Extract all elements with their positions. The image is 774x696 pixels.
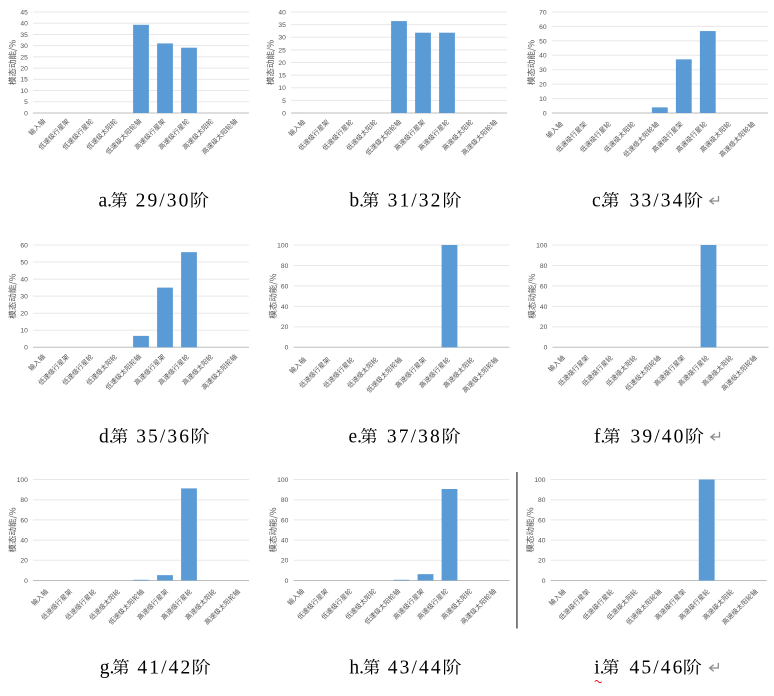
svg-text:d.: d. <box>99 426 114 447</box>
svg-text:100: 100 <box>17 477 28 484</box>
svg-text:35/36: 35/36 <box>136 426 191 447</box>
svg-text:41/42: 41/42 <box>137 657 192 678</box>
svg-text:60: 60 <box>20 517 28 524</box>
svg-text:25: 25 <box>278 47 286 54</box>
svg-text:45: 45 <box>20 9 28 16</box>
svg-text:20: 20 <box>281 558 289 565</box>
svg-text:10: 10 <box>539 96 547 103</box>
svg-text:c.: c. <box>592 190 606 211</box>
svg-text:0: 0 <box>544 345 548 352</box>
svg-text:30: 30 <box>20 43 28 50</box>
svg-text:5: 5 <box>24 99 28 106</box>
svg-text:20: 20 <box>539 82 547 89</box>
svg-text:b.: b. <box>349 190 364 211</box>
svg-text:40: 40 <box>538 538 546 545</box>
svg-text:30: 30 <box>20 294 28 301</box>
svg-text:20: 20 <box>20 558 28 565</box>
svg-text:40: 40 <box>20 538 28 545</box>
svg-text:0: 0 <box>285 578 289 585</box>
svg-text:a.: a. <box>99 190 113 211</box>
svg-text:0: 0 <box>282 110 286 117</box>
svg-text:0: 0 <box>24 345 28 352</box>
svg-text:80: 80 <box>538 497 546 504</box>
svg-text:50: 50 <box>539 38 547 45</box>
svg-text:35: 35 <box>278 22 286 29</box>
svg-text:10: 10 <box>20 88 28 95</box>
svg-text:g.: g. <box>100 657 115 678</box>
svg-text:40: 40 <box>281 538 289 545</box>
svg-text:e.: e. <box>349 426 363 447</box>
svg-text:20: 20 <box>540 324 548 331</box>
svg-text:31/32: 31/32 <box>388 190 443 211</box>
svg-text:0: 0 <box>24 110 28 117</box>
svg-text:20: 20 <box>20 66 28 73</box>
svg-text:i.: i. <box>594 657 604 678</box>
svg-text:80: 80 <box>540 263 548 270</box>
svg-text:20: 20 <box>281 324 289 331</box>
svg-text:60: 60 <box>539 24 547 31</box>
svg-text:70: 70 <box>539 9 547 16</box>
svg-text:0: 0 <box>542 578 546 585</box>
svg-text:10: 10 <box>20 328 28 335</box>
svg-text:25: 25 <box>20 54 28 61</box>
svg-text:15: 15 <box>278 73 286 80</box>
svg-text:0: 0 <box>543 110 547 117</box>
svg-text:5: 5 <box>282 98 286 105</box>
svg-text:60: 60 <box>20 242 28 249</box>
svg-text:80: 80 <box>281 497 289 504</box>
svg-text:100: 100 <box>534 477 545 484</box>
svg-text:60: 60 <box>540 283 548 290</box>
svg-text:60: 60 <box>281 283 289 290</box>
svg-text:15: 15 <box>20 77 28 84</box>
svg-text:h.: h. <box>349 657 364 678</box>
svg-text:100: 100 <box>277 477 288 484</box>
svg-text:45/46: 45/46 <box>630 657 685 678</box>
svg-text:40: 40 <box>539 53 547 60</box>
svg-text:0: 0 <box>24 578 28 585</box>
svg-text:60: 60 <box>538 517 546 524</box>
svg-text:35: 35 <box>20 32 28 39</box>
svg-text:30: 30 <box>539 67 547 74</box>
svg-text:f.: f. <box>594 426 605 447</box>
svg-text:40: 40 <box>278 9 286 16</box>
svg-text:40: 40 <box>20 21 28 28</box>
svg-text:30: 30 <box>278 35 286 42</box>
svg-text:40: 40 <box>281 304 289 311</box>
svg-text:10: 10 <box>278 85 286 92</box>
svg-text:20: 20 <box>20 311 28 318</box>
svg-text:39/40: 39/40 <box>631 426 686 447</box>
svg-text:80: 80 <box>281 263 289 270</box>
svg-text:20: 20 <box>538 558 546 565</box>
svg-text:0: 0 <box>285 345 289 352</box>
svg-text:100: 100 <box>536 242 547 249</box>
svg-text:20: 20 <box>278 60 286 67</box>
svg-text:40: 40 <box>20 277 28 284</box>
svg-text:37/38: 37/38 <box>387 426 442 447</box>
svg-text:43/44: 43/44 <box>388 657 443 678</box>
svg-text:29/30: 29/30 <box>136 190 191 211</box>
svg-text:80: 80 <box>20 497 28 504</box>
svg-text:50: 50 <box>20 259 28 266</box>
svg-text:100: 100 <box>277 242 288 249</box>
svg-text:60: 60 <box>281 517 289 524</box>
svg-text:40: 40 <box>540 304 548 311</box>
svg-text:33/34: 33/34 <box>630 190 685 211</box>
